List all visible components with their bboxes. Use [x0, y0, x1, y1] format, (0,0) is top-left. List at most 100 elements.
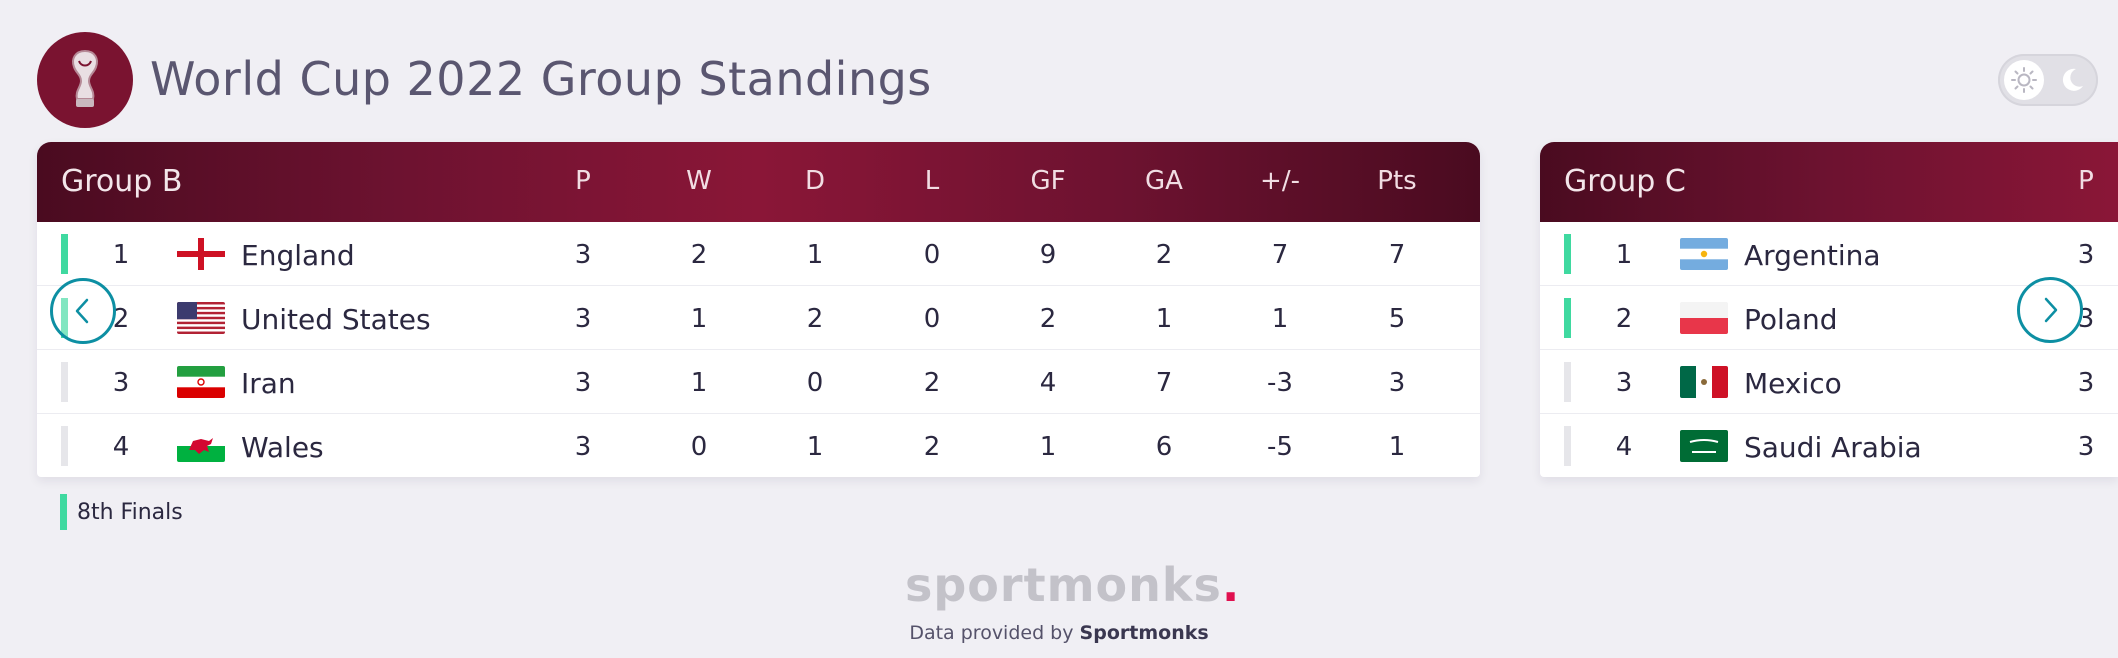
table-header: Group C P	[1540, 142, 2118, 222]
col-header-l: L	[924, 166, 940, 196]
table-row[interactable]: 2 United States 3 1 2 0 2 1 1 5	[37, 286, 1480, 350]
rank: 2	[1615, 304, 1633, 334]
goal-difference: -5	[1267, 432, 1293, 462]
col-header-d: D	[804, 166, 826, 196]
qualification-indicator	[1564, 362, 1571, 402]
table-row[interactable]: 4 Saudi Arabia 3	[1540, 414, 2118, 477]
team-name: Poland	[1744, 303, 1838, 336]
poland-flag-icon	[1680, 302, 1728, 334]
team-name: United States	[241, 303, 431, 336]
moon-icon	[2056, 64, 2088, 96]
group-name: Group C	[1564, 164, 1686, 199]
data-credit: Data provided by Sportmonks	[0, 622, 2118, 644]
chevron-right-icon	[2044, 297, 2058, 323]
qualification-indicator	[61, 426, 68, 466]
goals-for: 2	[1039, 304, 1057, 334]
previous-group-button[interactable]	[50, 278, 116, 344]
table-row[interactable]: 1 Argentina 3	[1540, 222, 2118, 286]
rank: 3	[1615, 368, 1633, 398]
world-cup-trophy-icon	[72, 49, 98, 107]
table-row[interactable]: 3 Iran 3 1 0 2 4 7 -3 3	[37, 350, 1480, 414]
won: 1	[690, 304, 708, 334]
wales-flag-icon	[177, 430, 225, 462]
iran-flag-icon	[177, 366, 225, 398]
won: 0	[690, 432, 708, 462]
sportmonks-logo[interactable]: sportmonks.	[905, 558, 1239, 612]
rank: 3	[112, 368, 130, 398]
rank: 1	[112, 240, 130, 270]
legend-label: 8th Finals	[77, 500, 183, 525]
lost: 0	[923, 240, 941, 270]
played: 3	[2077, 368, 2095, 398]
played: 3	[574, 368, 592, 398]
goal-difference: -3	[1267, 368, 1293, 398]
sun-icon	[2004, 60, 2044, 100]
drawn: 1	[806, 240, 824, 270]
table-row[interactable]: 4 Wales 3 0 1 2 1 6 -5 1	[37, 414, 1480, 477]
played: 3	[574, 240, 592, 270]
table-row[interactable]: 1 England 3 2 1 0 9 2 7 7	[37, 222, 1480, 286]
goal-difference: 7	[1271, 240, 1289, 270]
points: 1	[1388, 432, 1406, 462]
played: 3	[574, 432, 592, 462]
saudi-arabia-flag-icon	[1680, 430, 1728, 462]
credit-link[interactable]: Sportmonks	[1079, 622, 1209, 644]
qualification-indicator	[1564, 234, 1571, 274]
col-header-gf: GF	[1030, 166, 1066, 196]
rank: 1	[1615, 240, 1633, 270]
mexico-flag-icon	[1680, 366, 1728, 398]
qualification-indicator	[61, 362, 68, 402]
goals-against: 7	[1155, 368, 1173, 398]
goals-against: 2	[1155, 240, 1173, 270]
theme-toggle[interactable]	[1998, 54, 2098, 106]
qualification-indicator	[1564, 426, 1571, 466]
goals-for: 1	[1039, 432, 1057, 462]
qualification-indicator	[1564, 298, 1571, 338]
col-header-p: P	[575, 166, 591, 196]
rank: 4	[112, 432, 130, 462]
played: 3	[2077, 432, 2095, 462]
table-row[interactable]: 3 Mexico 3	[1540, 350, 2118, 414]
team-name: Argentina	[1744, 239, 1881, 272]
points: 7	[1388, 240, 1406, 270]
usa-flag-icon	[177, 302, 225, 334]
rank: 2	[112, 304, 130, 334]
col-header-gd: +/-	[1260, 166, 1300, 196]
drawn: 1	[806, 432, 824, 462]
group-c-table: Group C P 1 Argentina 3 2 Poland 3 3 Mex…	[1540, 142, 2118, 477]
played: 3	[574, 304, 592, 334]
goals-for: 4	[1039, 368, 1057, 398]
table-header: Group B P W D L GF GA +/- Pts	[37, 142, 1480, 222]
brand-dot: .	[1221, 558, 1241, 612]
england-flag-icon	[177, 238, 225, 270]
points: 3	[1388, 368, 1406, 398]
goal-difference: 1	[1271, 304, 1289, 334]
argentina-flag-icon	[1680, 238, 1728, 270]
qualification-indicator	[61, 234, 68, 274]
team-name: Wales	[241, 431, 324, 464]
table-row[interactable]: 2 Poland 3	[1540, 286, 2118, 350]
team-name: Iran	[241, 367, 296, 400]
won: 1	[690, 368, 708, 398]
goals-for: 9	[1039, 240, 1057, 270]
lost: 2	[923, 432, 941, 462]
world-cup-logo	[37, 32, 133, 128]
page-title: World Cup 2022 Group Standings	[150, 52, 932, 106]
goals-against: 1	[1155, 304, 1173, 334]
lost: 2	[923, 368, 941, 398]
next-group-button[interactable]	[2017, 277, 2083, 343]
col-header-w: W	[686, 166, 712, 196]
col-header-p: P	[2078, 166, 2094, 196]
drawn: 2	[806, 304, 824, 334]
chevron-left-icon	[75, 298, 89, 324]
goals-against: 6	[1155, 432, 1173, 462]
col-header-pts: Pts	[1377, 166, 1417, 196]
team-name: Mexico	[1744, 367, 1842, 400]
col-header-ga: GA	[1145, 166, 1183, 196]
drawn: 0	[806, 368, 824, 398]
won: 2	[690, 240, 708, 270]
rank: 4	[1615, 432, 1633, 462]
points: 5	[1388, 304, 1406, 334]
legend-color-swatch	[60, 494, 67, 530]
group-b-table: Group B P W D L GF GA +/- Pts 1 England …	[37, 142, 1480, 477]
